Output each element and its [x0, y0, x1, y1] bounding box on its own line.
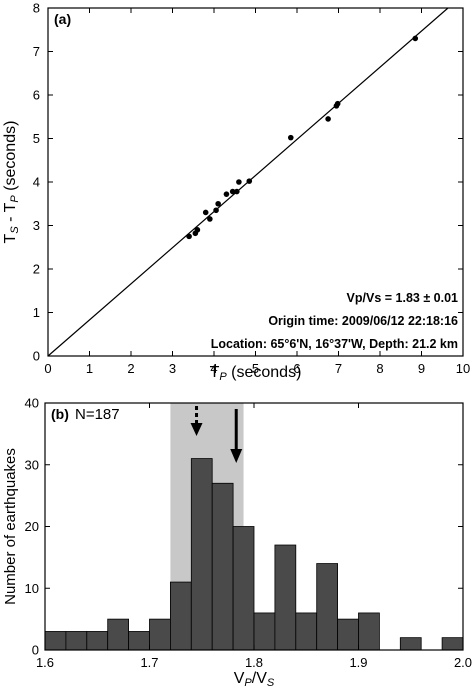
y-tick-label: 1: [33, 305, 40, 320]
y-tick-label: 40: [25, 396, 39, 411]
histogram-bar: [337, 618, 359, 651]
histogram-bar: [316, 563, 339, 651]
histogram-bar: [358, 612, 380, 651]
annotation-location: Location: 65°6'N, 16°37'W, Depth: 21.2 k…: [211, 337, 458, 351]
x-tick-label: 1.8: [245, 655, 263, 670]
x-axis-label-b: VP/VS: [234, 670, 275, 689]
y-label-a: T: [2, 233, 19, 243]
histogram-bar: [253, 612, 276, 651]
plot-a-ticks: 0 1 2 3 4 5 6 7 8 9 10 0 1 2 3 4 5 6 7 8: [33, 1, 470, 377]
annotation-block: Vp/Vs = 1.83 ± 0.01 Origin time: 2009/06…: [211, 291, 458, 351]
panel-label-b: (b): [51, 406, 69, 422]
y-label-b-sub: P: [9, 195, 21, 203]
scatter-point: [246, 178, 253, 184]
scatter-point: [207, 216, 213, 222]
histogram-bar: [65, 631, 88, 651]
x-label-b-mid: /V: [252, 670, 267, 687]
histogram-bars: [44, 458, 464, 651]
solid-arrow-head: [230, 449, 243, 463]
scatter-points: [186, 35, 419, 240]
x-label-main: T: [210, 364, 220, 381]
histogram-bar: [232, 526, 255, 651]
x-tick-label: 9: [418, 361, 425, 376]
y-tick-label: 0: [32, 643, 39, 658]
scatter-point: [236, 179, 242, 185]
y-tick-label: 6: [33, 88, 40, 103]
plot-b-ticks: 1.6 1.7 1.8 1.9 2.0 0 10 20 30 40: [25, 396, 473, 671]
x-tick-label: 8: [376, 361, 383, 376]
x-tick-label: 10: [456, 361, 470, 376]
panel-label-a: (a): [54, 11, 71, 27]
x-tick-label: 5: [252, 361, 259, 376]
scatter-point: [325, 116, 331, 122]
histogram-bar: [211, 482, 234, 651]
histogram-bar: [295, 612, 318, 651]
sample-count-label: N=187: [75, 406, 120, 423]
y-label-rest: (seconds): [2, 121, 19, 196]
x-tick-label: 2.0: [454, 655, 472, 670]
scatter-point: [202, 209, 209, 216]
y-tick-label: 8: [33, 1, 40, 16]
y-label-b: - T: [2, 202, 19, 226]
x-tick-label: 1.9: [349, 655, 367, 670]
scatter-point: [223, 191, 230, 197]
x-label-b-sub2: S: [267, 677, 275, 689]
scatter-point: [194, 227, 201, 233]
scatter-point: [229, 188, 236, 195]
x-tick-label: 1: [86, 361, 93, 376]
y-tick-label: 2: [33, 262, 40, 277]
y-tick-label: 30: [25, 457, 39, 472]
y-axis-label-a: TS - TP (seconds): [2, 121, 21, 244]
scatter-point: [412, 35, 419, 42]
x-label-sub: P: [219, 371, 227, 383]
histogram-bar: [190, 458, 213, 651]
y-tick-label: 4: [33, 175, 40, 190]
scatter-point: [215, 200, 221, 207]
y-tick-label: 7: [33, 44, 40, 59]
scatter-point: [287, 134, 294, 141]
y-label-a-sub: S: [9, 226, 21, 234]
histogram-bar: [107, 618, 129, 651]
histogram-panel-b: 1.6 1.7 1.8 1.9 2.0 0 10 20 30 40 (b) N=187 VP/VS…: [2, 396, 472, 690]
histogram-bar: [128, 631, 150, 651]
annotation-origin-time: Origin time: 2009/06/12 22:18:16: [268, 314, 458, 328]
scatter-point: [186, 233, 192, 240]
histogram-bar: [274, 544, 297, 651]
arrows: [190, 406, 243, 463]
x-tick-label: 0: [44, 361, 51, 376]
x-axis-label-a: TP (seconds): [210, 364, 302, 383]
x-label-b-main: V: [234, 670, 245, 687]
histogram-bar: [441, 637, 464, 651]
x-tick-label: 4: [210, 361, 217, 376]
histogram-bar: [399, 637, 422, 651]
scatter-point: [334, 100, 341, 107]
x-tick-label: 1.7: [140, 655, 158, 670]
x-tick-label: 6: [293, 361, 300, 376]
histogram-bar: [44, 631, 67, 651]
x-tick-label: 3: [169, 361, 176, 376]
y-tick-label: 20: [25, 519, 39, 534]
x-tick-label: 1.6: [36, 655, 54, 670]
scatter-panel-a: 0 1 2 3 4 5 6 7 8 9 10 0 1 2 3 4 5 6 7 8 (a) Vp/Vs = 1.83 ±…: [2, 1, 470, 384]
dashed-arrow-head: [190, 423, 203, 436]
y-tick-label: 0: [33, 349, 40, 364]
scatter-point: [213, 207, 219, 214]
y-axis-label-b: Number of earthquakes: [2, 448, 19, 605]
x-label-b-sub1: P: [244, 677, 252, 689]
x-tick-label: 2: [127, 361, 134, 376]
scatter-point: [234, 188, 240, 195]
histogram-bar: [86, 631, 109, 651]
x-tick-label: 7: [335, 361, 342, 376]
x-label-rest: (seconds): [227, 364, 302, 381]
histogram-bar: [169, 581, 192, 651]
histogram-bar: [149, 618, 171, 651]
y-tick-label: 5: [33, 131, 40, 146]
y-tick-label: 10: [25, 581, 39, 596]
y-tick-label: 3: [33, 218, 40, 233]
annotation-vpvs: Vp/Vs = 1.83 ± 0.01: [347, 291, 458, 305]
